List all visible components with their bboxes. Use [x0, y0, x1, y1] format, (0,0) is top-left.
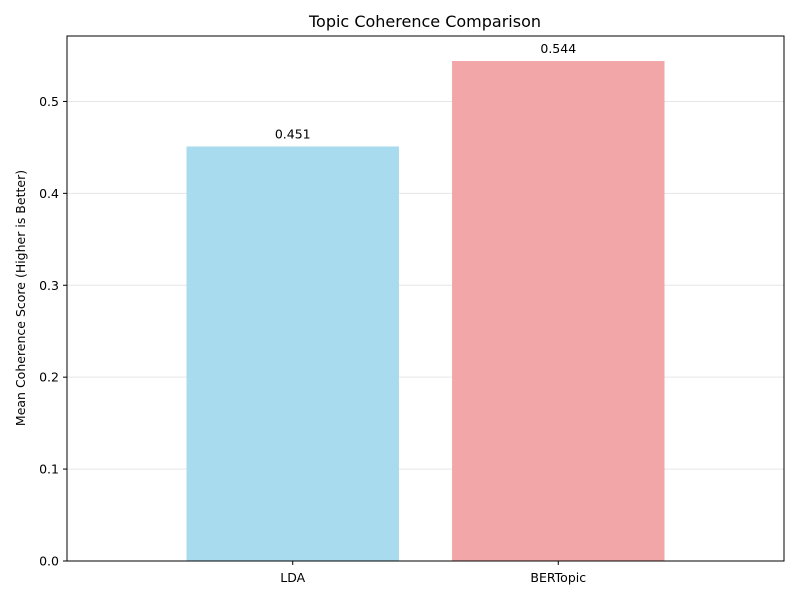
x-axis-ticks: LDA BERTopic — [280, 561, 586, 585]
chart-title: Topic Coherence Comparison — [308, 12, 541, 31]
y-tick-label: 0.5 — [39, 94, 59, 109]
y-tick-label: 0.4 — [39, 186, 59, 201]
y-tick-label: 0.3 — [39, 278, 59, 293]
x-tick-label: BERTopic — [530, 570, 586, 585]
data-label: 0.451 — [275, 126, 311, 141]
y-tick-label: 0.0 — [39, 554, 59, 569]
x-tick-label: LDA — [280, 570, 305, 585]
y-tick-label: 0.1 — [39, 462, 59, 477]
bar-bertopic — [452, 61, 665, 561]
y-tick-label: 0.2 — [39, 370, 59, 385]
data-labels: 0.451 0.544 — [275, 41, 576, 141]
y-axis-ticks: 0.0 0.1 0.2 0.3 0.4 0.5 — [39, 94, 67, 569]
plot-frame — [66, 35, 785, 562]
y-axis-label: Mean Coherence Score (Higher is Better) — [13, 170, 28, 426]
bar-lda — [186, 146, 399, 561]
data-label: 0.544 — [540, 41, 576, 56]
gridlines — [67, 100, 784, 562]
bars — [186, 61, 665, 561]
